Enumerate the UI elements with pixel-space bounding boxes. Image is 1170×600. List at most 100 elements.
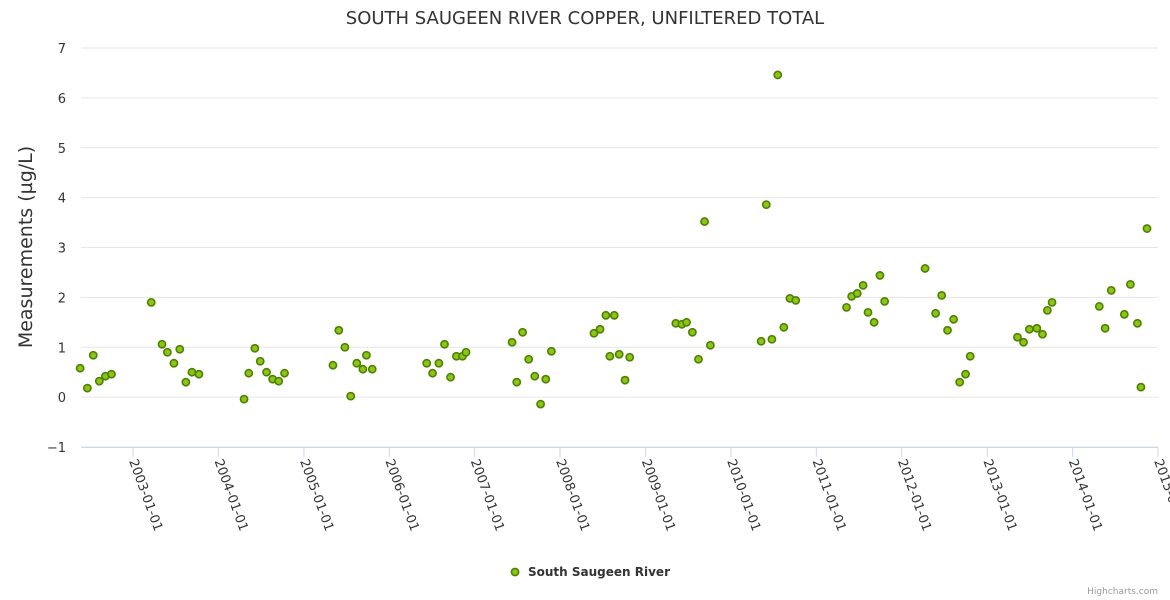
data-point[interactable]	[367, 364, 377, 374]
data-point[interactable]	[761, 200, 771, 210]
data-point[interactable]	[852, 288, 862, 298]
data-point[interactable]	[524, 354, 534, 364]
data-point[interactable]	[601, 310, 611, 320]
data-point[interactable]	[244, 368, 254, 378]
data-point[interactable]	[422, 358, 432, 368]
data-point[interactable]	[1047, 297, 1057, 307]
data-point[interactable]	[700, 217, 709, 226]
data-point[interactable]	[869, 317, 879, 327]
data-point[interactable]	[346, 391, 356, 401]
data-point[interactable]	[518, 327, 528, 337]
data-point[interactable]	[863, 307, 873, 317]
data-point[interactable]	[1126, 280, 1135, 289]
x-tick-label: 2007-01-01	[467, 457, 507, 533]
data-point[interactable]	[961, 369, 970, 379]
data-point[interactable]	[88, 350, 98, 360]
data-point[interactable]	[1013, 332, 1022, 342]
data-point[interactable]	[175, 344, 185, 354]
data-point[interactable]	[157, 339, 167, 349]
data-point[interactable]	[931, 308, 941, 318]
legend-label[interactable]: South Saugeen River	[528, 565, 670, 579]
x-tick-label: 2011-01-01	[809, 457, 849, 533]
data-point[interactable]	[94, 376, 104, 386]
data-point[interactable]	[842, 302, 851, 312]
data-point[interactable]	[880, 296, 890, 306]
data-point[interactable]	[1136, 382, 1146, 392]
data-point[interactable]	[461, 347, 471, 357]
data-point[interactable]	[682, 317, 691, 327]
data-point[interactable]	[262, 367, 271, 377]
data-point[interactable]	[965, 351, 975, 361]
data-point[interactable]	[1133, 318, 1142, 328]
data-point[interactable]	[694, 354, 703, 364]
data-point[interactable]	[625, 352, 635, 362]
data-point[interactable]	[250, 343, 260, 353]
y-tick-label: 7	[58, 42, 66, 57]
data-point[interactable]	[1106, 285, 1116, 295]
data-point[interactable]	[255, 356, 265, 366]
data-point[interactable]	[779, 322, 789, 332]
data-point[interactable]	[239, 394, 249, 404]
data-point[interactable]	[536, 399, 546, 409]
data-point[interactable]	[614, 349, 624, 359]
data-point[interactable]	[107, 369, 116, 379]
data-point[interactable]	[1038, 329, 1047, 339]
data-point[interactable]	[773, 70, 783, 80]
data-point[interactable]	[75, 363, 85, 373]
data-point[interactable]	[340, 342, 350, 352]
data-point[interactable]	[949, 314, 959, 324]
data-point[interactable]	[546, 346, 556, 356]
data-point[interactable]	[274, 376, 284, 386]
data-point[interactable]	[512, 377, 522, 387]
data-point[interactable]	[352, 358, 362, 368]
data-point[interactable]	[605, 351, 615, 361]
data-point[interactable]	[146, 297, 156, 307]
data-point[interactable]	[1119, 309, 1129, 319]
data-point[interactable]	[358, 364, 368, 374]
credits-link[interactable]: Highcharts.com	[1087, 587, 1158, 597]
data-point[interactable]	[440, 339, 449, 349]
data-point[interactable]	[1032, 323, 1042, 333]
data-point[interactable]	[194, 369, 204, 379]
data-point[interactable]	[791, 295, 801, 305]
data-point[interactable]	[1042, 305, 1052, 315]
data-point[interactable]	[937, 290, 947, 300]
data-point[interactable]	[434, 358, 444, 368]
data-point[interactable]	[187, 367, 197, 377]
data-point[interactable]	[334, 325, 344, 335]
data-point[interactable]	[756, 336, 766, 346]
data-point[interactable]	[955, 377, 965, 387]
x-axis: 2003-01-01 2004-01-01 2005-01-01 2006-01-01…	[81, 447, 1170, 533]
legend[interactable]: South Saugeen River	[510, 565, 670, 579]
data-point[interactable]	[507, 337, 517, 347]
x-tick-label: 2006-01-01	[382, 457, 422, 533]
data-point[interactable]	[609, 310, 619, 320]
data-point[interactable]	[181, 377, 191, 387]
data-point[interactable]	[541, 374, 551, 384]
data-point[interactable]	[1024, 324, 1034, 334]
data-point[interactable]	[687, 327, 697, 337]
y-tick-label: 4	[58, 192, 66, 207]
data-point[interactable]	[328, 360, 338, 370]
data-point[interactable]	[767, 334, 777, 344]
data-point[interactable]	[920, 264, 930, 273]
data-point[interactable]	[589, 328, 599, 338]
data-point[interactable]	[82, 383, 92, 393]
data-point[interactable]	[280, 368, 289, 378]
data-point[interactable]	[858, 281, 868, 290]
data-point[interactable]	[875, 271, 885, 280]
data-point[interactable]	[1019, 337, 1028, 347]
data-point[interactable]	[162, 347, 172, 357]
data-point[interactable]	[620, 375, 630, 385]
data-point[interactable]	[1142, 224, 1152, 233]
data-point[interactable]	[361, 350, 371, 360]
data-point[interactable]	[428, 368, 437, 378]
data-point[interactable]	[1100, 323, 1110, 333]
data-point[interactable]	[943, 325, 952, 335]
data-point[interactable]	[595, 324, 605, 334]
data-point[interactable]	[169, 358, 179, 368]
data-point[interactable]	[530, 371, 540, 381]
data-point[interactable]	[705, 340, 715, 350]
data-point[interactable]	[1094, 301, 1104, 311]
data-point[interactable]	[446, 372, 455, 382]
